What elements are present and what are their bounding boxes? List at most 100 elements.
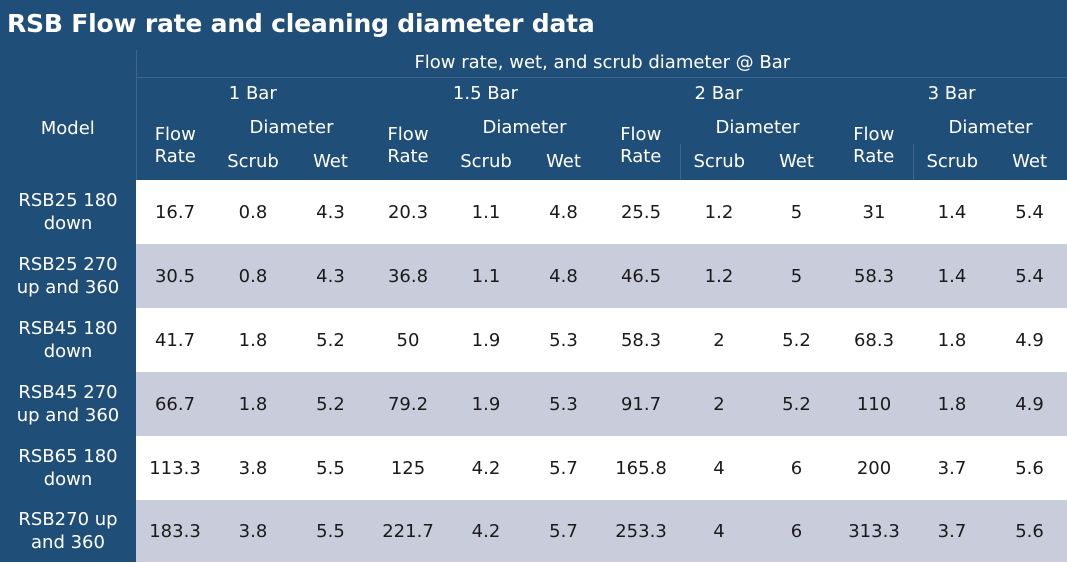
model-cell-line: up and 360	[16, 405, 120, 426]
value-cell-1-5bar-wet: 5.3	[525, 308, 602, 372]
flow-rate-header: Flow Rate	[135, 111, 214, 180]
value-cell-1bar-scrub: 0.8	[214, 180, 292, 244]
model-cell: RSB65 180 down	[0, 436, 136, 500]
value-cell-1-5bar-flow-rate: 221.7	[369, 500, 447, 562]
value-cell-1bar-wet: 4.3	[292, 180, 369, 244]
model-cell: RSB25 180 down	[0, 180, 136, 244]
value-cell-2bar-flow-rate: 58.3	[602, 308, 680, 372]
value-cell-1-5bar-flow-rate: 79.2	[369, 372, 447, 436]
value-cell-3bar-scrub: 3.7	[913, 500, 991, 562]
value-cell-3bar-wet: 4.9	[991, 372, 1067, 436]
flow-rate-header: Flow Rate	[602, 111, 680, 180]
value-cell-1bar-wet: 5.5	[292, 500, 369, 562]
value-cell-1-5bar-scrub: 1.1	[447, 244, 525, 308]
value-cell-3bar-scrub: 3.7	[913, 436, 991, 500]
value-cell-1-5bar-wet: 4.8	[525, 180, 602, 244]
value-cell-2bar-scrub: 4	[680, 436, 758, 500]
value-cell-1-5bar-scrub: 4.2	[447, 500, 525, 562]
value-cell-2bar-wet: 6	[758, 436, 835, 500]
value-cell-1bar-flow-rate: 66.7	[136, 372, 214, 436]
value-cell-3bar-wet: 5.4	[991, 244, 1067, 308]
scrub-header: Scrub	[447, 144, 525, 180]
value-cell-1bar-flow-rate: 41.7	[136, 308, 214, 372]
model-cell-line: RSB65 180	[18, 446, 118, 467]
value-cell-3bar-wet: 4.9	[991, 308, 1067, 372]
value-cell-1bar-scrub: 0.8	[214, 244, 292, 308]
value-cell-2bar-flow-rate: 165.8	[602, 436, 680, 500]
flow-rate-header-line2: Rate	[853, 145, 895, 167]
value-cell-3bar-scrub: 1.4	[913, 244, 991, 308]
pressure-header-2bar: 2 Bar	[602, 77, 835, 111]
value-cell-1bar-scrub: 3.8	[214, 500, 292, 562]
value-cell-3bar-flow-rate: 68.3	[835, 308, 913, 372]
flow-rate-header-line1: Flow	[620, 123, 662, 145]
value-cell-1bar-wet: 5.5	[292, 436, 369, 500]
model-cell-line: down	[43, 469, 93, 490]
value-cell-3bar-flow-rate: 58.3	[835, 244, 913, 308]
wet-header: Wet	[758, 144, 835, 180]
value-cell-1-5bar-wet: 5.7	[525, 436, 602, 500]
model-cell: RSB45 180 down	[0, 308, 136, 372]
value-cell-1bar-flow-rate: 183.3	[136, 500, 214, 562]
value-cell-3bar-wet: 5.4	[991, 180, 1067, 244]
wet-header: Wet	[525, 144, 602, 180]
value-cell-2bar-flow-rate: 25.5	[602, 180, 680, 244]
table-body: RSB25 180 down 16.7 0.8 4.3 20.3 1.1 4.8 25.5 1.2…	[0, 180, 1067, 562]
table-row: RSB25 180 down 16.7 0.8 4.3 20.3 1.1 4.8 25.5 1.2…	[0, 180, 1067, 244]
value-cell-3bar-flow-rate: 313.3	[835, 500, 913, 562]
value-cell-2bar-scrub: 4	[680, 500, 758, 562]
model-cell-line: RSB25 180	[18, 190, 118, 211]
value-cell-2bar-wet: 5	[758, 244, 835, 308]
value-cell-1bar-flow-rate: 16.7	[136, 180, 214, 244]
table-row: RSB270 up and 360 183.3 3.8 5.5 221.7 4.2 5.7 25…	[0, 500, 1067, 562]
pressure-header-1-5bar: 1.5 Bar	[369, 77, 602, 111]
value-cell-1-5bar-wet: 5.7	[525, 500, 602, 562]
table-row: RSB45 180 down 41.7 1.8 5.2 50 1.9 5.3 58.3 2 5.2 6…	[0, 308, 1067, 372]
model-cell-line: and 360	[31, 532, 105, 553]
scrub-header: Scrub	[679, 144, 758, 180]
value-cell-2bar-wet: 6	[758, 500, 835, 562]
value-cell-2bar-wet: 5	[758, 180, 835, 244]
value-cell-1bar-wet: 4.3	[292, 244, 369, 308]
value-cell-3bar-scrub: 1.8	[913, 372, 991, 436]
page-title: RSB Flow rate and cleaning diameter data	[7, 9, 595, 38]
value-cell-1-5bar-flow-rate: 36.8	[369, 244, 447, 308]
diameter-header: Diameter	[447, 111, 602, 144]
table-row: RSB65 180 down 113.3 3.8 5.5 125 4.2 5.7 165.8 4 6…	[0, 436, 1067, 500]
flow-rate-header-line2: Rate	[620, 145, 662, 167]
value-cell-1bar-scrub: 3.8	[214, 436, 292, 500]
value-cell-1-5bar-flow-rate: 50	[369, 308, 447, 372]
model-cell-line: up and 360	[16, 277, 120, 298]
super-header: Flow rate, wet, and scrub diameter @ Bar	[135, 50, 1067, 78]
diameter-header: Diameter	[913, 111, 1067, 144]
value-cell-1bar-flow-rate: 30.5	[136, 244, 214, 308]
model-cell: RSB270 up and 360	[0, 500, 136, 562]
data-table: Flow rate, wet, and scrub diameter @ Bar…	[0, 50, 1067, 562]
value-cell-3bar-wet: 5.6	[991, 500, 1067, 562]
value-cell-1-5bar-flow-rate: 125	[369, 436, 447, 500]
value-cell-1-5bar-wet: 5.3	[525, 372, 602, 436]
flow-rate-header-line1: Flow	[387, 123, 429, 145]
flow-rate-header: Flow Rate	[369, 111, 447, 180]
value-cell-1bar-scrub: 1.8	[214, 372, 292, 436]
flow-rate-header-line2: Rate	[387, 145, 429, 167]
value-cell-2bar-scrub: 1.2	[680, 180, 758, 244]
value-cell-1bar-scrub: 1.8	[214, 308, 292, 372]
model-cell-line: RSB45 270	[18, 382, 118, 403]
flow-rate-header: Flow Rate	[835, 111, 913, 180]
value-cell-1-5bar-scrub: 1.9	[447, 308, 525, 372]
value-cell-2bar-flow-rate: 253.3	[602, 500, 680, 562]
model-cell-line: RSB270 up	[18, 509, 118, 530]
table-row: RSB25 270 up and 360 30.5 0.8 4.3 36.8 1.1 4.8 4…	[0, 244, 1067, 308]
flow-rate-header-line1: Flow	[154, 123, 196, 145]
model-cell-line: down	[43, 213, 93, 234]
value-cell-2bar-scrub: 1.2	[680, 244, 758, 308]
title-bar: RSB Flow rate and cleaning diameter data	[0, 0, 1067, 50]
value-cell-1bar-wet: 5.2	[292, 372, 369, 436]
value-cell-1-5bar-scrub: 1.1	[447, 180, 525, 244]
value-cell-3bar-wet: 5.6	[991, 436, 1067, 500]
scrub-header: Scrub	[214, 144, 292, 180]
model-cell-line: down	[43, 341, 93, 362]
table-row: RSB45 270 up and 360 66.7 1.8 5.2 79.2 1.9 5.3 9…	[0, 372, 1067, 436]
